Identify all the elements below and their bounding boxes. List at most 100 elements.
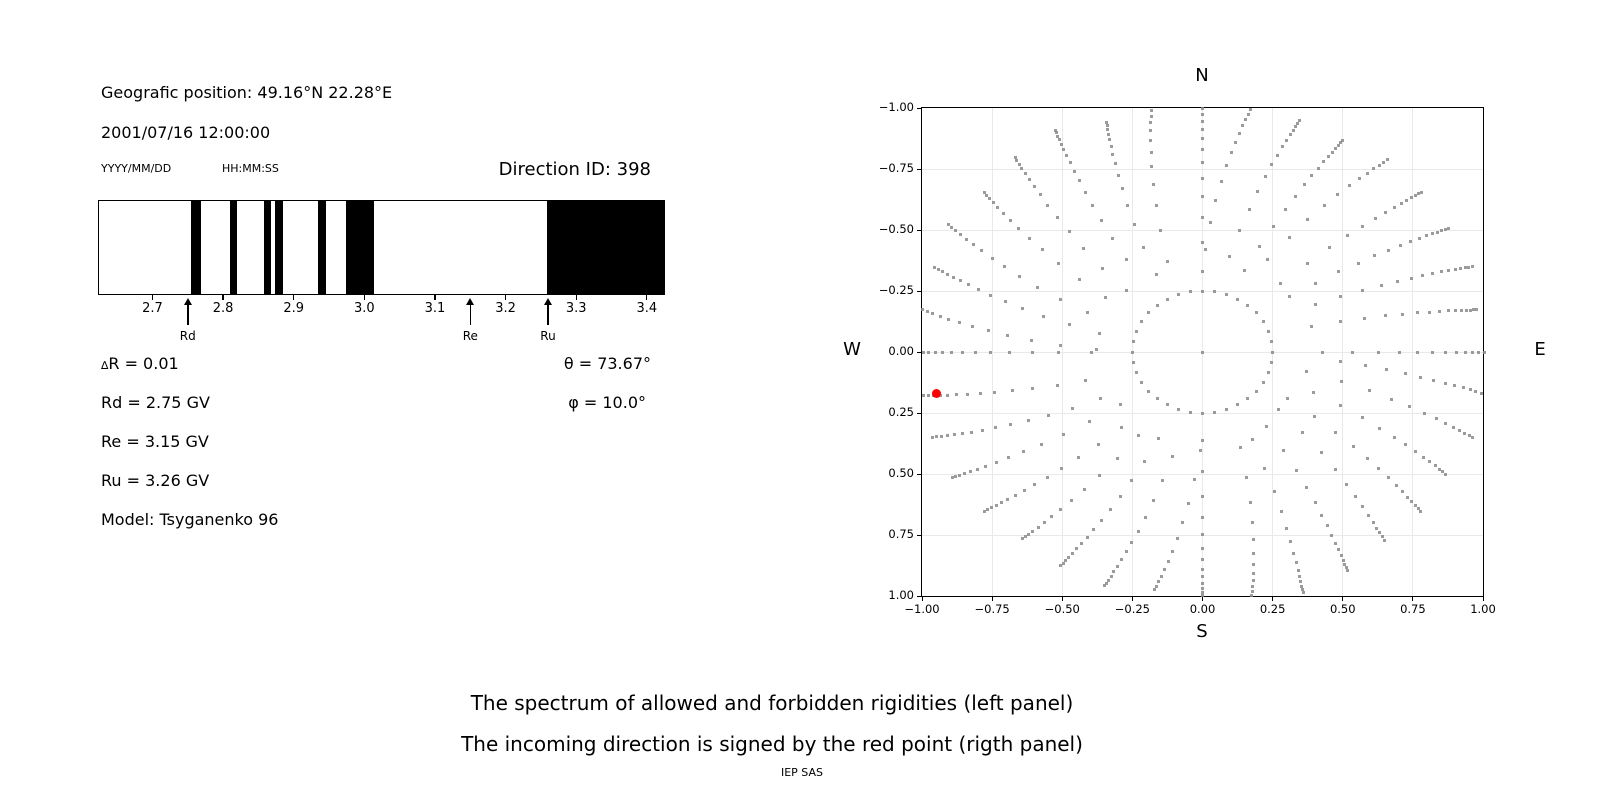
direction-dot [1077,278,1081,282]
direction-dot [1201,176,1204,180]
direction-dot [940,434,944,438]
date-format-label: YYYY/MM/DD [101,162,172,175]
direction-dot [1474,390,1478,393]
direction-dot [1201,161,1204,165]
ring-dot [1236,297,1240,301]
direction-dot [1336,143,1340,147]
direction-dot [1339,379,1343,383]
direction-dot [1154,272,1158,276]
delta-symbol: ∆ [101,359,109,372]
direction-dot [1032,184,1036,188]
x-axis-tick [1412,597,1414,601]
direction-dot [1027,532,1031,536]
x-axis-tick [1061,597,1063,601]
direction-dot [1339,404,1343,408]
direction-dot [1061,561,1065,565]
direction-dot [977,288,981,292]
x-axis-tick [991,597,993,601]
direction-dot [1305,261,1309,265]
direction-dot [1238,446,1242,450]
direction-dot [1345,482,1349,486]
direction-dot [1280,145,1284,149]
spectrum-tick [363,295,365,300]
direction-dot [1432,378,1436,382]
direction-dot [1276,153,1280,157]
ring-dot [1261,320,1265,323]
direction-dot [1339,553,1343,557]
direction-dot [1312,415,1316,419]
direction-dot [1023,171,1027,175]
y-axis-tick [917,473,921,475]
spectrum-allowed-band [229,201,237,294]
direction-dot [1421,274,1425,278]
direction-dot [1119,425,1123,429]
direction-dot [1477,350,1481,354]
direction-dot [1258,244,1262,248]
direction-dot [990,256,994,260]
direction-dot [1424,234,1428,238]
direction-dot [1201,532,1204,536]
direction-dot [1130,540,1134,544]
direction-dot [1301,588,1305,592]
direction-dot [1040,248,1044,252]
ring-dot [1261,381,1265,384]
direction-dot [1201,590,1204,594]
y-axis-tick [917,290,921,292]
direction-dot [1161,479,1165,483]
direction-dot [1434,417,1438,421]
y-axis-tick-label: 0.00 [888,344,914,358]
direction-dot [1030,338,1034,342]
direction-dot [1316,166,1320,170]
direction-dot [1375,526,1379,530]
y-axis-tick [917,229,921,231]
direction-dot [1383,314,1387,318]
direction-dot [1361,505,1365,509]
direction-dot [988,197,992,201]
spectrum-tick-label: 3.3 [565,301,587,316]
y-axis-tick [917,168,921,170]
direction-dot [1055,383,1059,387]
marker-label: Rd [179,329,196,343]
direction-dot [1433,464,1437,468]
direction-dot [1159,574,1163,578]
direction-dot [1351,350,1355,354]
x-axis-tick-label: 0.25 [1259,602,1286,616]
spectrum-allowed-band [547,201,664,294]
direction-dot [1297,118,1301,122]
ring-dot [1271,350,1275,354]
direction-dot [1338,360,1342,364]
direction-dot [945,434,949,438]
direction-dot [1083,190,1087,194]
direction-dot [936,267,940,271]
direction-dot [1431,350,1435,354]
direction-dot [1224,164,1228,168]
direction-dot [1109,574,1113,578]
direction-dot [1416,507,1420,511]
direction-dot [1389,397,1393,401]
compass-west-label: W [843,339,861,360]
direction-dot [1399,243,1402,247]
spectrum-tick [575,295,577,300]
y-axis-tick [917,595,921,597]
direction-dot [1422,411,1426,415]
direction-dot [933,265,937,269]
direction-dot [925,310,929,314]
direction-dot [1201,469,1204,473]
direction-dot [1430,232,1434,236]
direction-dot [1300,431,1304,435]
direction-dot [1060,467,1064,471]
direction-dot [1386,476,1390,480]
direction-dot [1201,439,1204,443]
direction-dot [1201,495,1204,499]
direction-dot [984,464,988,468]
direction-dot [1294,194,1298,198]
direction-dot [957,320,961,324]
direction-dot [1305,486,1309,490]
direction-dot [1085,535,1089,539]
direction-dot [935,435,939,439]
direction-dot [1330,533,1334,537]
direction-dot [1124,550,1128,554]
y-axis-tick [917,107,921,109]
direction-dot [1059,563,1063,567]
direction-dot [1027,177,1031,181]
